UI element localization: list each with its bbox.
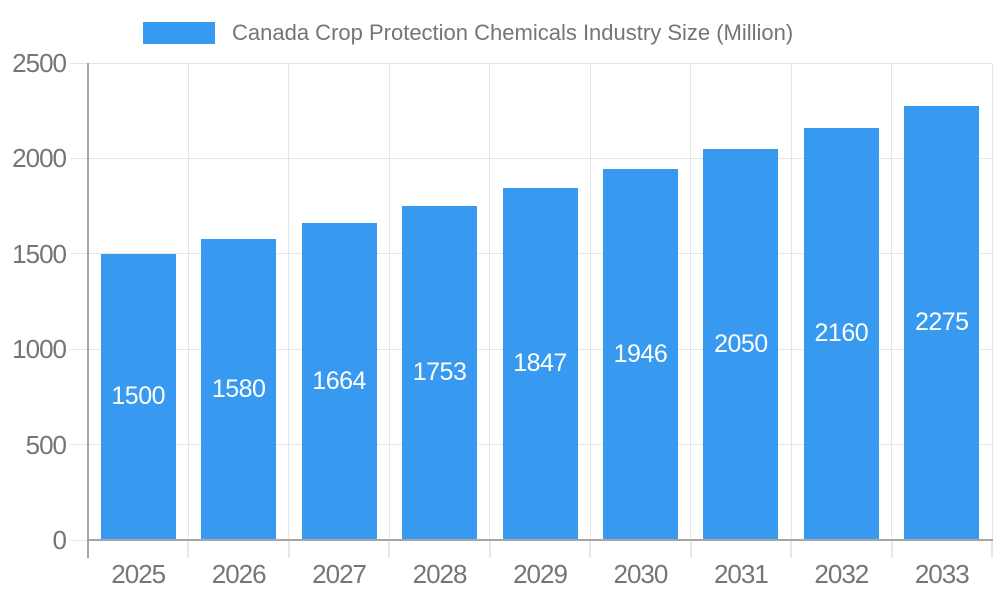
- bar-value-label: 1500: [111, 382, 166, 411]
- x-axis-tick: [991, 540, 993, 558]
- bar-value-label: 1847: [513, 349, 567, 378]
- bar[interactable]: 1847: [502, 187, 578, 540]
- x-axis-tick: [187, 540, 190, 558]
- x-axis-tick: [790, 540, 793, 558]
- legend-swatch: [143, 22, 215, 44]
- bar-value-label: 1946: [613, 339, 668, 368]
- bar[interactable]: 1500: [100, 253, 176, 540]
- x-axis-tick: [589, 540, 592, 558]
- x-tick-label: 2030: [613, 559, 669, 589]
- x-tick-label: 2027: [312, 559, 367, 589]
- bar-value-label: 2275: [914, 308, 969, 337]
- x-axis-tick: [388, 540, 391, 558]
- x-axis-tick: [287, 540, 290, 558]
- gridline-vertical: [690, 63, 692, 540]
- bar[interactable]: 2050: [703, 148, 779, 540]
- bar[interactable]: 1664: [301, 222, 377, 540]
- bar[interactable]: 2160: [803, 127, 879, 540]
- y-tick-label: 2500: [12, 48, 67, 78]
- gridline-vertical: [790, 63, 792, 540]
- x-axis-tick: [689, 540, 692, 558]
- bar-value-label: 1753: [412, 358, 467, 387]
- bar-value-label: 2160: [814, 319, 869, 348]
- x-axis-tick: [488, 540, 491, 558]
- gridline-horizontal: [70, 62, 992, 64]
- legend-item[interactable]: Canada Crop Protection Chemicals Industr…: [143, 22, 793, 44]
- x-tick-label: 2028: [412, 559, 468, 589]
- bar[interactable]: 1946: [602, 168, 678, 540]
- x-tick-label: 2033: [914, 559, 970, 589]
- bar-value-label: 2050: [714, 329, 768, 358]
- gridline-vertical: [187, 63, 189, 540]
- y-tick-label: 2000: [12, 143, 67, 174]
- bar-value-label: 1580: [211, 374, 266, 403]
- bar-value-label: 1664: [312, 366, 366, 395]
- x-tick-label: 2032: [814, 559, 869, 589]
- x-tick-label: 2026: [211, 559, 267, 589]
- bar[interactable]: 1580: [201, 238, 277, 540]
- y-tick-label: 1000: [12, 334, 67, 365]
- y-tick-label: 1500: [12, 238, 67, 269]
- bar[interactable]: 2275: [904, 105, 980, 540]
- y-tick-label: 500: [25, 429, 67, 460]
- x-tick-label: 2029: [513, 559, 568, 589]
- y-tick-label: 0: [52, 525, 67, 555]
- x-axis-tick: [890, 540, 893, 558]
- gridline-vertical: [891, 63, 893, 540]
- gridline-vertical: [991, 63, 993, 540]
- bar[interactable]: 1753: [402, 205, 478, 540]
- x-axis-line: [87, 539, 993, 541]
- gridline-vertical: [288, 63, 290, 540]
- x-tick-label: 2025: [111, 559, 166, 589]
- gridline-vertical: [589, 63, 591, 540]
- gridline-vertical: [489, 63, 491, 540]
- y-axis-line: [87, 63, 89, 558]
- gridline-vertical: [388, 63, 390, 540]
- x-tick-label: 2031: [713, 559, 769, 589]
- legend-label: Canada Crop Protection Chemicals Industr…: [232, 20, 794, 45]
- gridline-horizontal: [70, 157, 992, 159]
